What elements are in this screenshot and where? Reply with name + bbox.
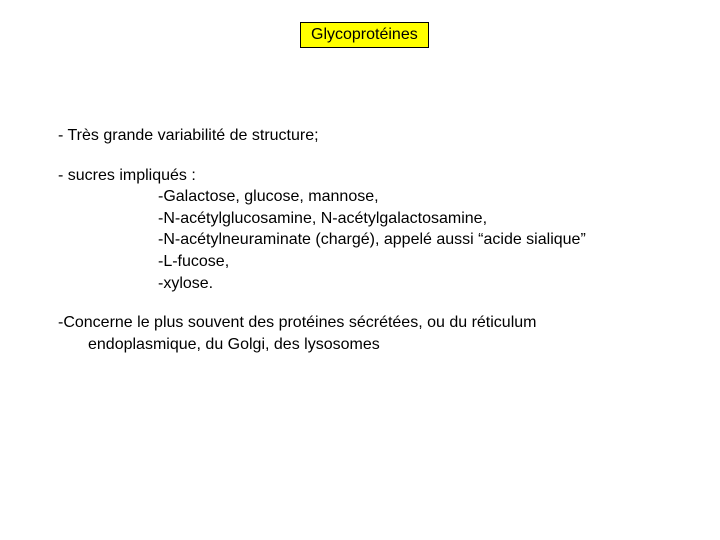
sugar-item: -L-fucose,	[158, 251, 680, 273]
bullet-sugars: - sucres impliqués : -Galactose, glucose…	[58, 165, 680, 295]
bullet-sugars-lead: - sucres impliqués :	[58, 165, 680, 187]
slide-title: Glycoprotéines	[300, 22, 429, 48]
bullet-variability: - Très grande variabilité de structure;	[58, 125, 680, 147]
sugar-item: -N-acétylglucosamine, N-acétylgalactosam…	[158, 208, 680, 230]
sugar-item: -Galactose, glucose, mannose,	[158, 186, 680, 208]
bullet-proteins-line1: -Concerne le plus souvent des protéines …	[58, 312, 680, 334]
slide: Glycoprotéines - Très grande variabilité…	[0, 0, 720, 540]
sugar-item: -xylose.	[158, 273, 680, 295]
slide-body: - Très grande variabilité de structure; …	[58, 125, 680, 373]
sugar-item: -N-acétylneuraminate (chargé), appelé au…	[158, 229, 680, 251]
bullet-proteins-line2: endoplasmique, du Golgi, des lysosomes	[58, 334, 680, 356]
sugar-list: -Galactose, glucose, mannose, -N-acétylg…	[58, 186, 680, 294]
bullet-proteins: -Concerne le plus souvent des protéines …	[58, 312, 680, 355]
